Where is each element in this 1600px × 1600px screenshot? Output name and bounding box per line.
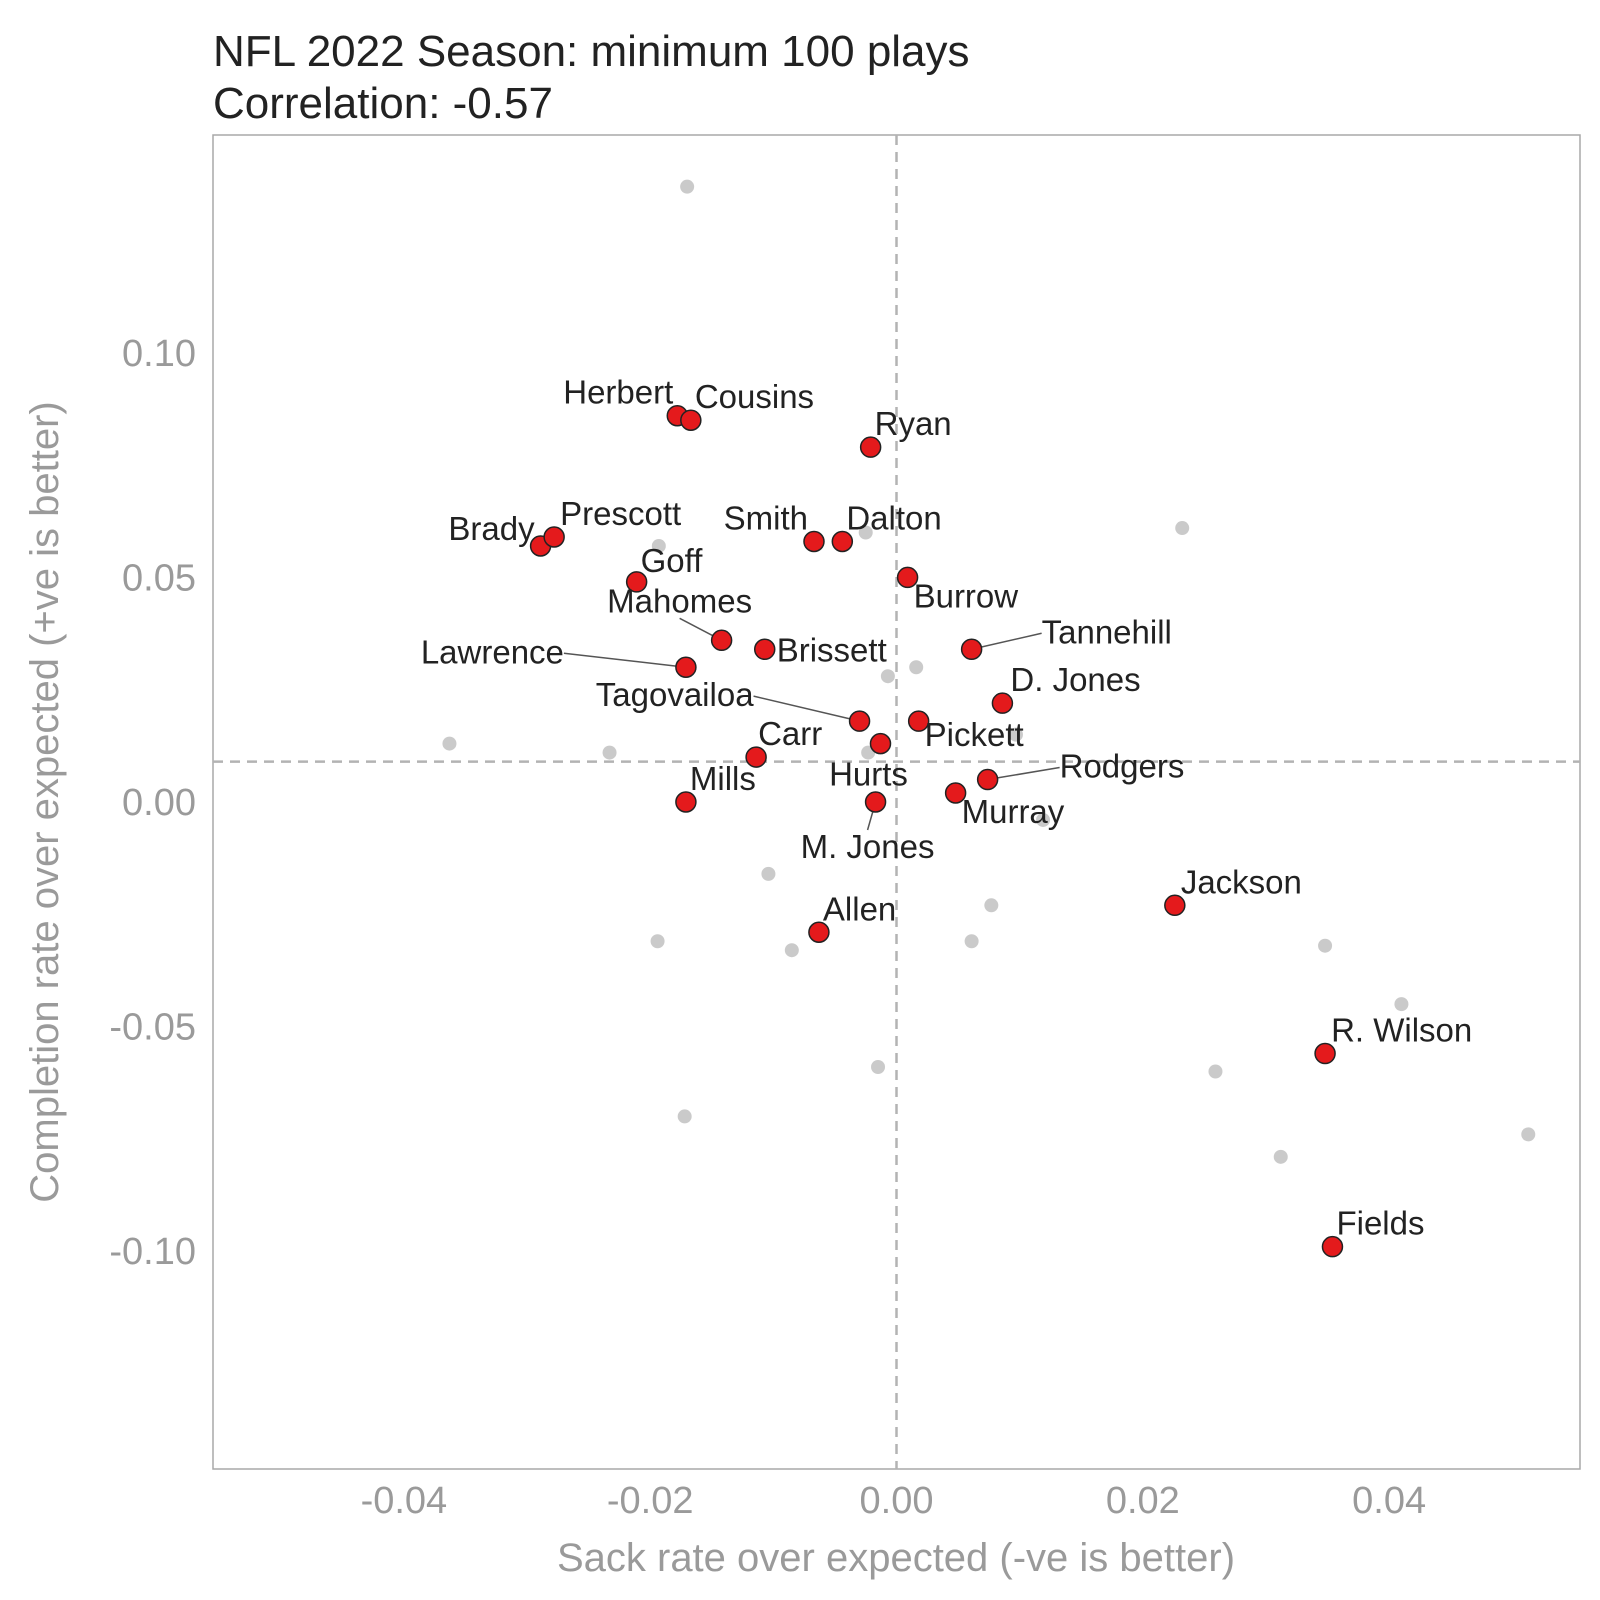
x-tick-label: 0.04 [1352,1480,1426,1522]
highlighted-point [543,526,565,548]
background-point [1521,1127,1536,1142]
background-point [1394,997,1409,1012]
highlighted-point [675,656,697,679]
y-tick-label: 0.00 [122,782,196,824]
highlighted-point [753,638,776,661]
y-axis-title: Completion rate over expected (+ve is be… [23,401,67,1203]
background-point [880,669,895,684]
background-point [784,943,799,958]
point-label: Hurts [829,756,908,793]
point-label: Tannehill [1042,613,1172,650]
y-tick-label: 0.10 [122,333,196,375]
point-label: Fields [1336,1205,1424,1242]
x-tick-label: 0.00 [860,1480,934,1522]
highlighted-point [864,791,887,813]
y-tick-label: -0.10 [109,1231,196,1273]
other-points [442,179,1536,1164]
background-point [964,934,979,949]
background-point [677,1109,692,1124]
highlighted-point [808,921,830,944]
highlighted-point [710,629,733,652]
highlighted-point [907,710,930,732]
point-label: Herbert [563,374,673,411]
point-label: D. Jones [1010,661,1140,698]
highlighted-points [529,404,1344,1258]
highlighted-point [848,710,871,732]
x-axis-title: Sack rate over expected (-ve is better) [557,1536,1235,1580]
highlighted-point [896,566,919,589]
x-axis-tick-labels: -0.04 -0.02 0.00 0.02 0.04 [361,1480,1427,1522]
background-point [602,745,617,760]
background-point [650,934,665,949]
point-label: Lawrence [421,633,564,670]
background-point [1273,1149,1288,1164]
point-label: Allen [823,890,896,927]
highlighted-point [991,692,1014,714]
highlighted-point [745,746,767,768]
background-point [1175,521,1190,536]
point-label: Prescott [560,495,681,532]
point-label: Ryan [875,405,952,442]
x-tick-label: -0.04 [361,1480,448,1522]
highlighted-point [869,732,892,755]
background-point [1318,938,1333,953]
highlighted-point [1314,1042,1336,1065]
point-label: Brady [448,510,535,547]
background-point [1036,812,1051,827]
highlighted-point [675,791,697,813]
background-point [909,660,924,675]
background-point [761,866,776,881]
y-tick-label: 0.05 [122,557,196,599]
highlighted-point [625,571,648,593]
point-label: Burrow [914,577,1019,614]
background-point [984,898,999,913]
point-label: Carr [758,715,822,752]
highlighted-point [859,436,882,458]
highlighted-point [976,768,999,791]
point-label: R. Wilson [1331,1012,1472,1049]
background-point [871,1060,886,1075]
point-label: Brissett [777,631,887,668]
background-point [442,736,457,751]
point-label: Mills [690,760,756,797]
highlighted-point [944,782,967,804]
point-label: Pickett [925,716,1024,753]
point-label: Jackson [1181,863,1302,900]
label-leader-line [971,632,1042,651]
point-label: Goff [641,542,704,579]
chart-subtitle: Correlation: -0.57 [213,79,553,128]
chart-title: NFL 2022 Season: minimum 100 plays [213,27,970,76]
background-point [858,525,873,540]
point-label: Tagovailoa [596,676,754,713]
point-label: Murray [962,793,1065,830]
background-point [651,538,666,553]
highlighted-point [960,638,983,661]
y-axis-tick-labels: 0.10 0.05 0.00 -0.05 -0.10 [109,333,196,1273]
label-leader-line [753,695,860,722]
point-label: Cousins [695,378,814,415]
point-label: Dalton [846,499,941,536]
x-tick-label: -0.02 [607,1480,694,1522]
reference-lines [213,135,1580,1469]
point-labels: Herbert Cousins Ryan Brady Prescott Smith Dalt… [421,374,1472,1242]
y-tick-label: -0.05 [109,1007,196,1049]
label-leader-line [563,652,686,668]
point-label: Mahomes [607,582,752,619]
point-label: Smith [724,499,808,536]
highlighted-point [1164,894,1186,917]
point-label: M. Jones [801,828,935,865]
label-leader-line [987,766,1060,781]
highlighted-point [831,530,854,553]
highlighted-point [680,409,702,431]
highlighted-point [1321,1235,1344,1258]
background-point [1008,727,1023,742]
background-point [680,179,695,194]
highlighted-point [803,530,825,553]
x-tick-label: 0.02 [1106,1480,1180,1522]
background-point [1208,1064,1223,1079]
point-label: Rodgers [1060,748,1185,785]
